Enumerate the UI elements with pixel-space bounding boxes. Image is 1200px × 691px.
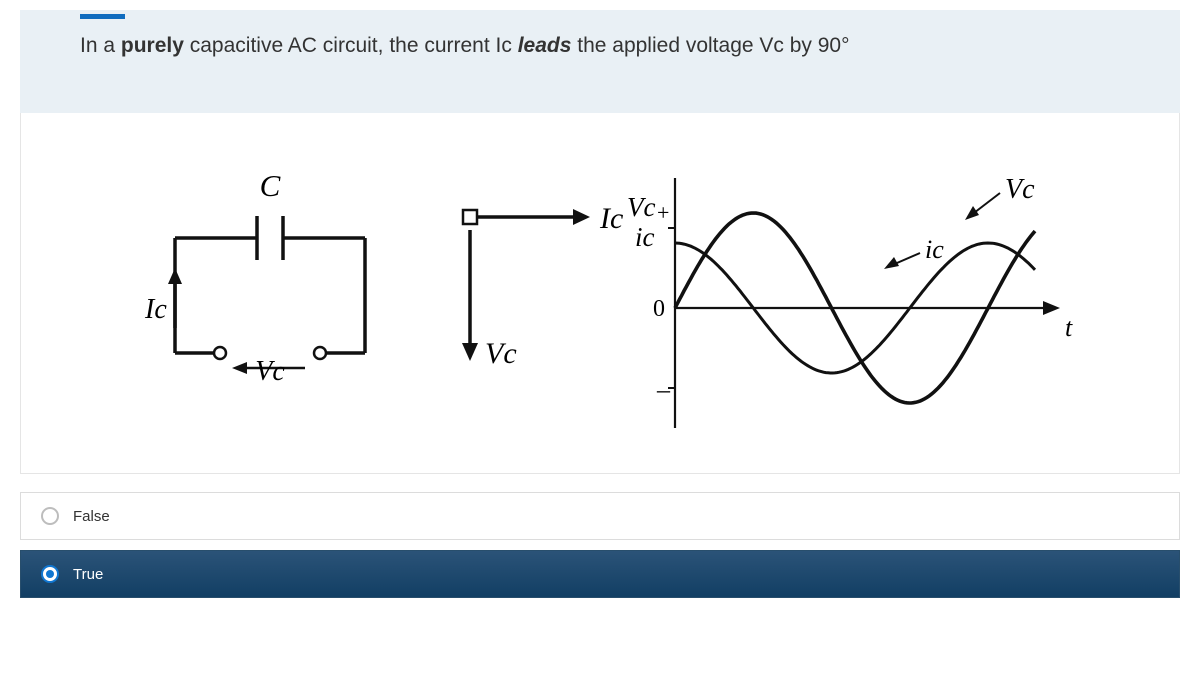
answer-options: False True (20, 492, 1180, 598)
option-false[interactable]: False (20, 492, 1180, 540)
diagrams-svg: CIcVc IcVc Vcic0+–tVcic (61, 123, 1139, 463)
option-true[interactable]: True (20, 550, 1180, 598)
radio-dot (46, 570, 54, 578)
radio-true[interactable] (41, 565, 59, 583)
question-text: In a purely capacitive AC circuit, the c… (20, 10, 1180, 113)
svg-text:–: – (656, 375, 671, 404)
svg-text:ic: ic (925, 235, 944, 264)
svg-text:C: C (260, 168, 281, 203)
q-bold1: purely (121, 34, 184, 57)
q-prefix: In a (80, 34, 121, 57)
svg-text:Vc: Vc (627, 192, 655, 222)
svg-text:ic: ic (635, 222, 655, 252)
diagram-panel: CIcVc IcVc Vcic0+–tVcic (20, 113, 1180, 474)
svg-text:Ic: Ic (599, 202, 623, 235)
option-label: False (73, 508, 110, 525)
svg-text:Vc: Vc (485, 337, 517, 370)
svg-text:0: 0 (653, 296, 665, 322)
q-suffix: the applied voltage Vc by 90° (571, 34, 849, 57)
radio-false[interactable] (41, 507, 59, 525)
svg-text:Vc: Vc (255, 356, 285, 387)
svg-text:t: t (1065, 313, 1073, 342)
q-mid1: capacitive AC circuit, the current Ic (184, 34, 518, 57)
option-label: True (73, 566, 103, 583)
q-ital: leads (518, 34, 572, 57)
svg-text:+: + (657, 200, 669, 225)
quiz-container: In a purely capacitive AC circuit, the c… (0, 0, 1200, 618)
svg-text:Vc: Vc (1005, 174, 1035, 205)
svg-text:Ic: Ic (144, 294, 167, 325)
